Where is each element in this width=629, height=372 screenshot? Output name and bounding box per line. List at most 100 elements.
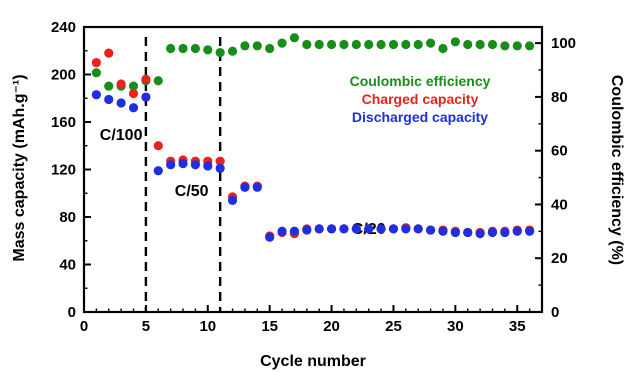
data-point — [388, 39, 399, 50]
data-point — [128, 88, 139, 99]
plot-layer: 0 5 10 15 20 25 30 35 0 40 80 120 160 200 240 0 20 40 60 80… — [51, 19, 576, 335]
y-axis-left-title: Mass capacity (mAh.g⁻¹) — [11, 74, 28, 261]
data-point — [438, 226, 448, 236]
data-point — [104, 48, 114, 58]
data-point — [153, 141, 163, 151]
data-point — [450, 37, 460, 47]
y-left-tick-label: 80 — [59, 209, 76, 226]
data-point — [463, 227, 473, 238]
data-point — [91, 90, 101, 100]
y-left-tick-label: 240 — [51, 19, 76, 36]
data-point — [500, 41, 510, 51]
y-left-tick-label: 0 — [68, 304, 76, 321]
data-point — [277, 226, 287, 236]
data-point — [351, 224, 361, 234]
y-right-tick-label: 40 — [551, 196, 568, 213]
legend-entry: Charged capacity — [362, 91, 479, 107]
data-point — [153, 76, 163, 86]
y-right-tick-label: 100 — [551, 35, 576, 52]
x-tick-label: 10 — [199, 318, 216, 335]
data-point — [302, 225, 312, 235]
data-point — [91, 68, 101, 78]
data-point — [289, 226, 300, 236]
data-point — [141, 74, 151, 84]
data-point — [190, 160, 201, 170]
data-point — [252, 41, 262, 51]
data-point — [215, 156, 225, 166]
data-point — [227, 46, 238, 56]
y-left-tick-label: 40 — [59, 257, 76, 274]
data-point — [153, 166, 163, 176]
data-point — [376, 39, 386, 50]
y-axis-right-title: Coulombic efficiency (%) — [608, 75, 625, 265]
x-tick-label: 25 — [385, 318, 402, 335]
data-point — [425, 225, 436, 235]
data-point — [166, 43, 176, 54]
data-point — [463, 39, 473, 50]
data-point — [364, 39, 374, 50]
x-tick-label: 35 — [509, 318, 526, 335]
data-point — [413, 39, 423, 50]
y-left-tick-label: 160 — [51, 114, 76, 131]
data-point — [512, 41, 522, 51]
data-point — [203, 45, 213, 55]
data-point — [487, 227, 498, 238]
data-point — [215, 47, 225, 58]
y-right-tick-label: 80 — [551, 89, 568, 106]
data-point — [227, 195, 238, 205]
x-tick-label: 0 — [80, 318, 88, 335]
data-point — [438, 43, 448, 54]
data-point — [240, 41, 250, 51]
data-point — [166, 160, 176, 170]
y-left-tick-label: 200 — [51, 67, 76, 84]
data-point — [401, 39, 411, 50]
data-point — [215, 163, 225, 173]
data-point — [512, 226, 522, 236]
data-point — [425, 38, 436, 48]
y-right-tick-label: 20 — [551, 250, 568, 267]
data-point — [364, 224, 374, 234]
x-tick-label: 30 — [447, 318, 464, 335]
data-point — [388, 224, 399, 234]
data-point — [116, 79, 126, 89]
data-point — [525, 226, 535, 236]
data-point — [141, 92, 151, 102]
data-point — [178, 158, 188, 169]
data-point — [265, 232, 275, 242]
legend: Coulombic efficiency Charged capacity Disc… — [350, 73, 491, 125]
data-point — [376, 224, 386, 234]
data-point — [128, 81, 139, 91]
rate-label: C/50 — [175, 183, 209, 200]
data-point — [413, 224, 423, 234]
legend-entry: Discharged capacity — [352, 109, 488, 125]
x-tick-label: 5 — [142, 318, 150, 335]
legend-entry: Coulombic efficiency — [350, 73, 491, 89]
data-point — [475, 39, 485, 50]
data-point — [277, 38, 287, 48]
data-point — [525, 41, 535, 51]
data-point — [178, 43, 188, 54]
data-point — [240, 182, 250, 192]
data-point — [314, 224, 324, 234]
x-tick-label: 20 — [323, 318, 340, 335]
data-point — [289, 33, 300, 43]
data-point — [326, 224, 337, 234]
data-point — [302, 39, 312, 50]
data-point — [339, 39, 349, 50]
data-point — [104, 94, 114, 105]
data-point — [314, 39, 324, 50]
y-right-tick-label: 60 — [551, 143, 568, 160]
plot-frame — [82, 25, 544, 314]
y-left-tick-label: 120 — [51, 162, 76, 179]
data-point — [450, 227, 460, 238]
x-tick-label: 15 — [261, 318, 278, 335]
y-right-tick-label: 0 — [551, 304, 559, 321]
data-point — [252, 182, 262, 192]
data-point — [190, 43, 201, 54]
data-point — [351, 39, 361, 50]
x-axis-title: Cycle number — [260, 353, 366, 370]
data-point — [104, 81, 114, 91]
data-point — [339, 224, 349, 234]
data-point — [116, 98, 126, 108]
